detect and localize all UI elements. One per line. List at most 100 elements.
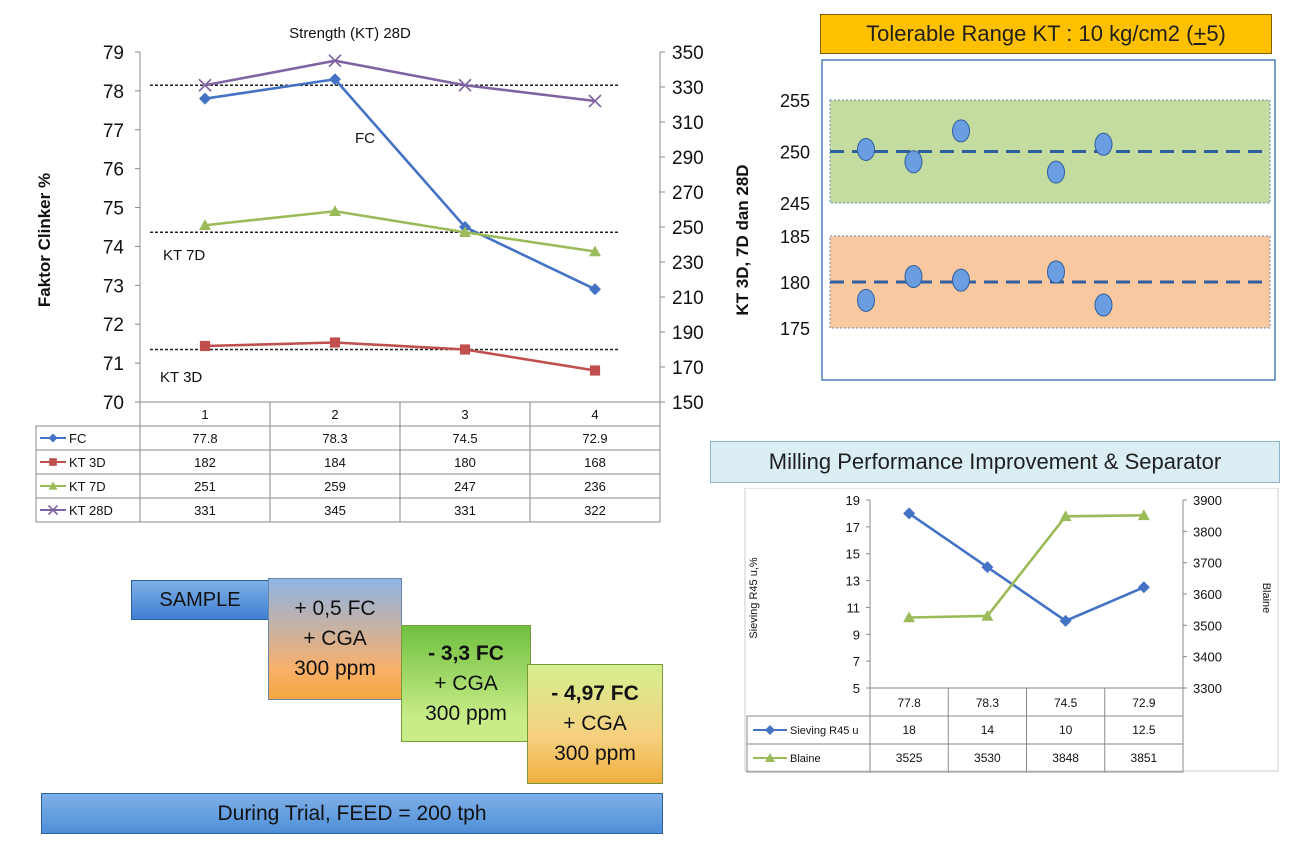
chart1-left-tick-label: 78 <box>103 82 124 103</box>
legend-marker-kt-28d <box>47 504 59 516</box>
table-cell: 180 <box>454 455 476 470</box>
data-point-blaine <box>1137 509 1150 521</box>
series-line-sieving-r45-u <box>908 512 1145 623</box>
chart1-left-tick-label: 75 <box>103 199 124 220</box>
table-cell: 168 <box>584 455 606 470</box>
table-cell: 331 <box>454 503 476 518</box>
chart3-left-tick-label: 13 <box>846 574 860 589</box>
chart3-right-tick-label: 3500 <box>1193 618 1222 633</box>
chart3-left-tick-label: 9 <box>853 627 860 642</box>
chart3-table-cell: 12.5 <box>1132 723 1156 737</box>
lower-data-point <box>952 268 970 292</box>
step-box-3: - 4,97 FC + CGA 300 ppm <box>527 664 663 784</box>
series-line-blaine <box>909 514 1144 619</box>
tolerable-range-chart: 245 250 255 175 180 185 <box>780 59 1276 381</box>
data-point-fc <box>589 283 601 296</box>
data-point-kt-28d <box>588 94 602 108</box>
chart1-left-tick-label: 76 <box>103 160 124 181</box>
chart3-table-cell: 18 <box>902 723 916 737</box>
trial-feed-label: During Trial, FEED = 200 tph <box>41 793 663 834</box>
x-category-label: 3 <box>461 407 468 422</box>
upper-data-point <box>857 137 875 161</box>
table-row <box>35 473 661 499</box>
annotation-kt-7d: KT 7D <box>163 247 205 264</box>
chart3-legend-marker-sieving-r45-u <box>765 725 775 735</box>
data-point-kt-3d <box>589 365 601 376</box>
table-cell: 331 <box>194 503 216 518</box>
milling-chart-frame <box>744 488 1279 772</box>
legend-marker-fc <box>48 433 58 443</box>
chart3-table-cell: 3525 <box>896 751 923 765</box>
tolerable-range-title-main: Tolerable Range KT : 10 kg/cm2 ( <box>866 21 1194 46</box>
step3-line1: - 4,97 FC <box>551 682 639 705</box>
chart3-right-tick-label: 3900 <box>1193 493 1222 508</box>
chart3-left-tick-label: 7 <box>853 654 860 669</box>
chart3-table-cell: 14 <box>981 723 995 737</box>
data-point-kt-7d <box>459 226 471 238</box>
chart1-right-tick-label: 270 <box>672 183 704 204</box>
chart1-right-tick-label: 150 <box>672 393 704 414</box>
lower-data-point <box>1047 260 1065 284</box>
chart1-right-tick-label: 210 <box>672 288 704 309</box>
data-point-kt-7d <box>199 219 211 231</box>
data-point-fc <box>199 92 211 105</box>
annotation-kt-3d: KT 3D <box>160 369 202 386</box>
sample-label: SAMPLE <box>131 580 269 620</box>
data-point-sieving-r45-u <box>1059 614 1072 627</box>
table-cell: 78.3 <box>322 431 347 446</box>
chart3-left-tick-label: 15 <box>846 547 860 562</box>
data-point-kt-28d-stroke-b <box>198 78 212 92</box>
chart3-x-category-label: 77.8 <box>897 696 921 710</box>
table-cell: 74.5 <box>452 431 477 446</box>
legend-marker-kt-3d <box>49 458 57 466</box>
table-cell: 322 <box>584 503 606 518</box>
data-point-blaine <box>903 611 916 623</box>
chart1-right-tick-label: 350 <box>672 43 704 64</box>
chart3-table-cell: 3530 <box>974 751 1001 765</box>
tolerable-range-title-tail: 5) <box>1206 21 1226 46</box>
strength-chart: 7071727374757677787915017019021023025027… <box>35 25 752 523</box>
table-cell: 182 <box>194 455 216 470</box>
annotation-fc: FC <box>355 130 375 147</box>
upper-data-point <box>1094 132 1113 156</box>
legend-marker-kt-7d <box>48 481 58 490</box>
milling-chart: 5 7 9 11 13 15 17 19 3300 3400 3500 3600 3700 3800 390… <box>744 488 1279 773</box>
legend-label-fc: FC <box>69 431 86 446</box>
upper-y-tick-label: 250 <box>780 143 810 163</box>
step2-line1: - 3,3 FC <box>428 641 504 665</box>
chart1-right-tick-label: 190 <box>672 323 704 344</box>
chart1-left-tick-label: 74 <box>103 237 125 258</box>
legend-label-kt-3d: KT 3D <box>69 455 106 470</box>
data-point-kt-28d <box>328 54 342 68</box>
lower-data-point <box>1094 293 1113 317</box>
chart1-y-axis-label: Faktor Clinker % <box>35 173 54 307</box>
legend-marker-kt-28d-stroke-b <box>47 504 59 516</box>
table-cell: 236 <box>584 479 606 494</box>
chart1-left-tick-label: 73 <box>103 276 124 297</box>
chart1-left-tick-label: 70 <box>103 393 124 414</box>
chart3-right-tick-label: 3400 <box>1193 650 1222 665</box>
chart3-right-tick-label: 3700 <box>1193 556 1222 571</box>
upper-data-point <box>904 150 923 174</box>
table-cell: 77.8 <box>192 431 217 446</box>
data-point-kt-3d <box>459 344 471 355</box>
step1-line2: + CGA <box>303 627 367 650</box>
x-category-label: 2 <box>331 407 338 422</box>
data-point-sieving-r45-u <box>903 507 916 520</box>
step2-line3: 300 ppm <box>425 701 507 725</box>
table-row <box>35 449 661 475</box>
chart3-x-category-label: 78.3 <box>976 696 1000 710</box>
step-box-1: + 0,5 FC + CGA 300 ppm <box>268 578 402 700</box>
chart3-right-tick-label: 3800 <box>1193 524 1222 539</box>
chart3-x-category-label: 74.5 <box>1054 696 1078 710</box>
table-cell: 259 <box>324 479 346 494</box>
data-point-kt-3d <box>329 337 341 348</box>
upper-data-point <box>1047 160 1065 184</box>
x-category-label: 4 <box>591 407 598 422</box>
chart3-left-tick-label: 17 <box>846 520 860 535</box>
tolerable-range-title: Tolerable Range KT : 10 kg/cm2 (+ 5) <box>820 14 1272 54</box>
series-line-kt-7d <box>204 209 596 253</box>
chart1-title: Strength (KT) 28D <box>289 25 411 42</box>
chart1-left-tick-label: 79 <box>103 43 124 64</box>
chart1-left-tick-label: 72 <box>103 315 124 336</box>
